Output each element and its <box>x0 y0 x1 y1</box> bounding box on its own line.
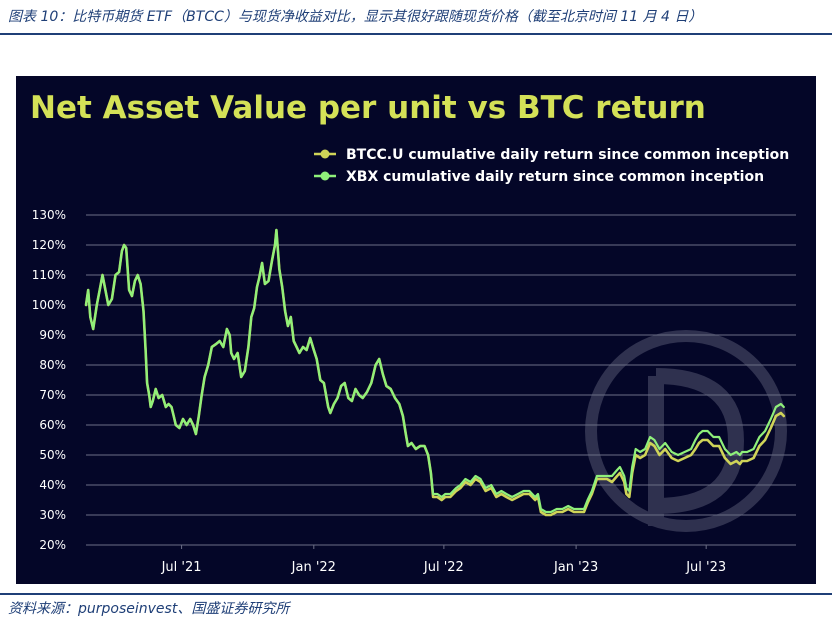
y-tick-label: 70% <box>39 388 66 402</box>
y-tick-label: 130% <box>32 208 66 222</box>
y-tick-label: 120% <box>32 238 66 252</box>
legend-label: BTCC.U cumulative daily return since com… <box>346 147 789 163</box>
y-tick-label: 100% <box>32 298 66 312</box>
series-layer <box>84 228 786 517</box>
y-tick-label: 40% <box>39 478 66 492</box>
legend-marker <box>320 171 330 181</box>
figure-caption: 图表 10：比特币期货 ETF（BTCC）与现货净收益对比，显示其很好跟随现货价… <box>8 9 703 25</box>
x-tick-label: Jul '21 <box>161 560 202 575</box>
line-chart: Net Asset Value per unit vs BTC return B… <box>30 90 796 575</box>
y-tick-label: 30% <box>39 508 66 522</box>
caption-rule <box>0 33 832 35</box>
x-axis: Jul '21 Jan '22 Jul '22 Jan '23 Jul '23 <box>161 545 726 575</box>
x-tick-label: Jul '23 <box>685 560 726 575</box>
source-rule <box>0 593 832 595</box>
y-tick-label: 20% <box>39 538 66 552</box>
legend-label: XBX cumulative daily return since common… <box>346 169 764 185</box>
source-note: 资料来源：purposeinvest、国盛证券研究所 <box>8 601 290 617</box>
x-tick-label: Jan '23 <box>553 560 598 575</box>
y-tick-label: 50% <box>39 448 66 462</box>
y-tick-label: 80% <box>39 358 66 372</box>
legend-marker <box>320 149 330 159</box>
x-tick-label: Jul '22 <box>423 560 464 575</box>
x-tick-label: Jan '22 <box>291 560 336 575</box>
grid <box>86 214 796 546</box>
series-line-xbx <box>84 228 785 514</box>
chart-panel: Net Asset Value per unit vs BTC return B… <box>16 76 816 584</box>
y-tick-label: 90% <box>39 328 66 342</box>
y-tick-label: 110% <box>32 268 66 282</box>
chart-title: Net Asset Value per unit vs BTC return <box>30 90 706 126</box>
legend: BTCC.U cumulative daily return since com… <box>314 147 789 185</box>
y-axis: 130% 120% 110% 100% 90% 80% 70% 60% 50% 40% 30% 20% <box>32 208 66 552</box>
y-tick-label: 60% <box>39 418 66 432</box>
